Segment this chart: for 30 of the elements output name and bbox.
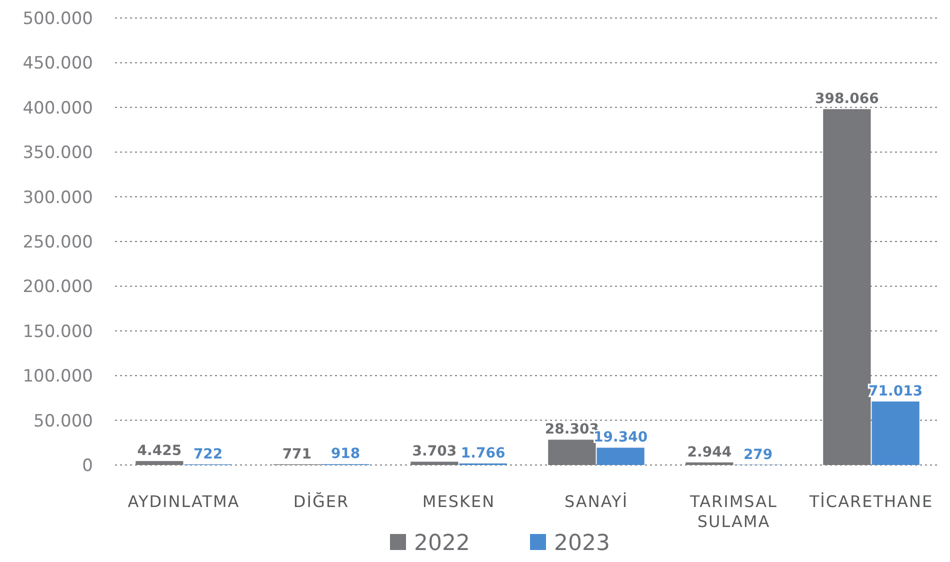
y-tick-label: 250.000 — [22, 232, 93, 252]
y-tick-label: 350.000 — [22, 143, 93, 164]
legend-label: 2022 — [414, 531, 470, 556]
data-label: 722 — [193, 446, 223, 462]
x-tick-label: TARIMSAL SULAMA — [689, 492, 778, 531]
y-tick-label: 150.000 — [22, 322, 93, 342]
bar — [596, 448, 644, 465]
data-label: 1.766 — [460, 445, 506, 462]
data-label: 4.425 — [137, 443, 182, 460]
data-label: 918 — [330, 446, 360, 462]
y-tick-label: 200.000 — [22, 277, 93, 298]
data-label: 771 — [282, 446, 312, 462]
y-tick-label: 400.000 — [22, 98, 93, 118]
y-tick-label: 500.000 — [22, 8, 93, 29]
data-label: 279 — [743, 446, 773, 463]
y-tick-label: 50.000 — [34, 411, 93, 432]
x-tick-label: SANAYİ — [564, 492, 628, 511]
bar — [872, 402, 920, 465]
x-tick-label: TİCARETHANE — [808, 492, 934, 511]
data-label: 2.944 — [687, 444, 732, 460]
x-tick-label: DİĞER — [293, 492, 350, 511]
y-tick-label: 0 — [82, 456, 93, 476]
data-label: 3.703 — [412, 444, 457, 460]
legend-label: 2023 — [554, 531, 610, 556]
data-label: 398.066 — [815, 91, 879, 108]
y-tick-label: 300.000 — [22, 188, 93, 208]
x-tick-label: MESKEN — [422, 492, 496, 511]
y-tick-label: 450.000 — [22, 54, 93, 74]
y-tick-label: 100.000 — [22, 366, 93, 387]
x-tick-label: AYDINLATMA — [128, 492, 240, 511]
